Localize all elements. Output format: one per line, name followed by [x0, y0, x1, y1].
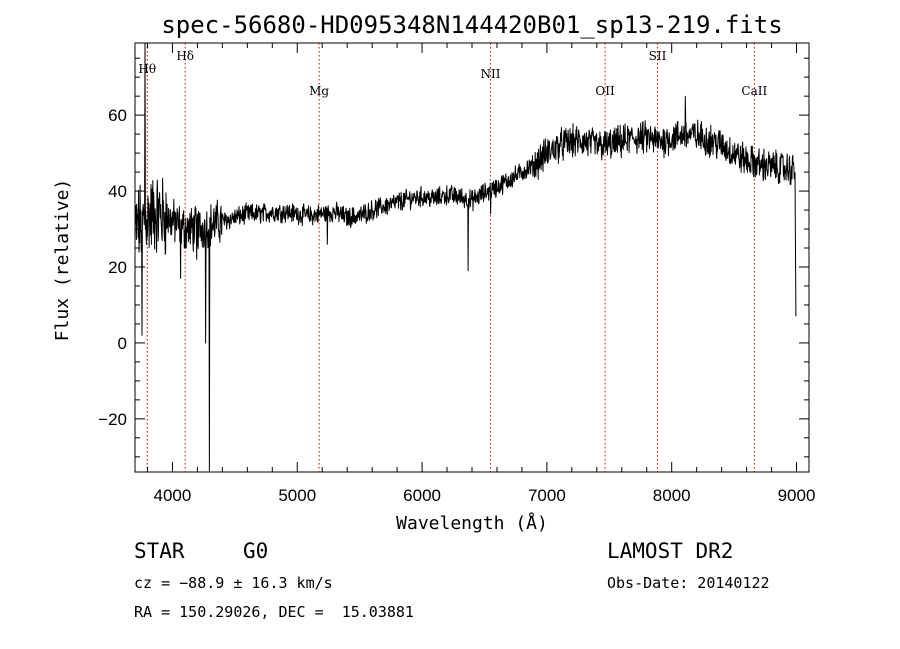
y-tick-label: 0: [118, 334, 127, 353]
y-tick-label: −20: [98, 410, 127, 429]
y-axis-ticks: −20 0 20 40 60: [98, 57, 809, 458]
survey-name: LAMOST DR2: [607, 539, 734, 563]
chart-title: spec-56680-HD095348N144420B01_sp13-219.f…: [161, 11, 782, 39]
x-tick-label: 5000: [278, 486, 316, 505]
line-markers: Hθ Hδ Mg NII OII SII CaII: [138, 43, 767, 472]
line-label-6: CaII: [741, 84, 767, 98]
redshift-readout: cz = −88.9 ± 16.3 km/s: [134, 574, 333, 592]
x-tick-label: 4000: [154, 486, 192, 505]
observation-date: Obs-Date: 20140122: [607, 574, 770, 592]
x-tick-label: 9000: [778, 486, 816, 505]
line-label-3: NII: [480, 67, 500, 81]
x-tick-label: 7000: [528, 486, 566, 505]
spectrum-line: [134, 42, 797, 473]
line-label-1: Hδ: [176, 49, 194, 63]
line-label-5: SII: [649, 49, 667, 63]
y-tick-label: 40: [108, 182, 127, 201]
x-axis-ticks: 4000 5000 6000 7000 8000 9000: [146, 43, 816, 505]
line-label-2: Mg: [309, 84, 329, 98]
x-tick-label: 6000: [403, 486, 441, 505]
object-subclass: G0: [243, 539, 269, 563]
y-axis-label: Flux (relative): [52, 179, 73, 342]
line-label-0: Hθ: [138, 62, 156, 76]
line-label-4: OII: [595, 84, 615, 98]
y-tick-label: 60: [108, 106, 127, 125]
spectrum-series: [134, 42, 797, 473]
object-class: STAR: [134, 539, 185, 563]
plot-frame: [134, 42, 810, 473]
coordinates-readout: RA = 150.29026, DEC = 15.03881: [134, 603, 414, 621]
x-axis-label: Wavelength (Å): [396, 512, 548, 534]
y-tick-label: 20: [108, 258, 127, 277]
x-tick-label: 8000: [653, 486, 691, 505]
